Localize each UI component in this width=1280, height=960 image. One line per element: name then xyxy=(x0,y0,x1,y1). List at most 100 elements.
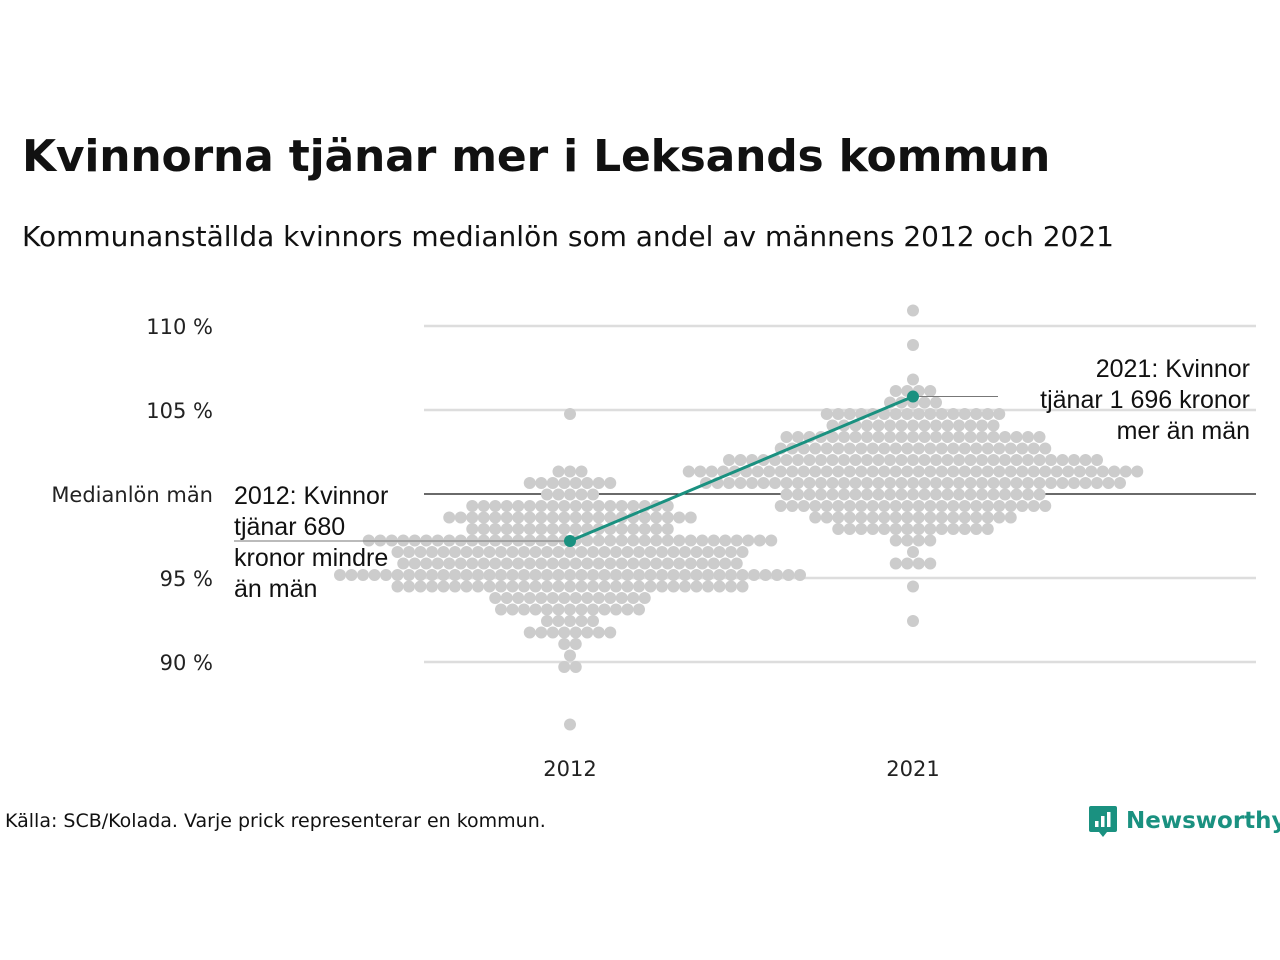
municipality-dot xyxy=(587,488,599,501)
municipality-dot xyxy=(723,477,735,489)
municipality-dot xyxy=(918,419,931,432)
municipality-dot xyxy=(861,488,873,501)
municipality-dot xyxy=(460,546,473,558)
municipality-dot xyxy=(924,385,937,397)
municipality-dot xyxy=(907,373,919,386)
municipality-dot xyxy=(627,534,640,547)
municipality-dot xyxy=(924,465,937,478)
municipality-dot xyxy=(987,431,1000,443)
municipality-dot xyxy=(1039,465,1052,478)
municipality-dot xyxy=(443,534,456,547)
municipality-dot xyxy=(500,534,513,547)
municipality-dot xyxy=(907,546,919,558)
municipality-dot xyxy=(884,477,896,489)
municipality-dot xyxy=(901,408,914,420)
y-tick-label: 110 % xyxy=(146,315,213,339)
municipality-dot xyxy=(947,408,960,420)
municipality-dot xyxy=(872,477,885,489)
municipality-dot xyxy=(650,534,663,547)
municipality-dot xyxy=(604,557,617,570)
municipality-dot xyxy=(843,465,856,478)
annotation-2012-line: tjänar 680 xyxy=(234,513,345,541)
highlight-point xyxy=(907,390,919,403)
municipality-dot xyxy=(598,569,611,581)
municipality-dot xyxy=(792,488,804,501)
municipality-dot xyxy=(650,557,663,570)
municipality-dot xyxy=(958,511,971,524)
municipality-dot xyxy=(878,511,891,524)
municipality-dot xyxy=(535,626,548,639)
municipality-dot xyxy=(861,431,873,443)
municipality-dot xyxy=(558,477,571,489)
municipality-dot xyxy=(575,546,588,558)
municipality-dot xyxy=(1068,477,1080,489)
municipality-dot xyxy=(792,431,804,443)
municipality-dot xyxy=(529,603,542,616)
municipality-dot xyxy=(861,477,873,489)
y-tick-label: 105 % xyxy=(146,399,213,423)
municipality-dot xyxy=(797,500,810,512)
municipality-dot xyxy=(1022,454,1034,466)
municipality-dot xyxy=(924,511,937,524)
municipality-dot xyxy=(935,523,948,535)
municipality-dot xyxy=(575,488,588,501)
municipality-dot xyxy=(958,442,971,455)
municipality-dot xyxy=(638,523,651,535)
municipality-dot xyxy=(832,511,845,524)
municipality-dot xyxy=(958,465,971,478)
municipality-dot xyxy=(523,523,536,535)
municipality-dot xyxy=(397,557,410,570)
municipality-dot xyxy=(947,523,960,535)
municipality-dot xyxy=(815,454,827,466)
x-tick-label: 2012 xyxy=(543,757,596,781)
municipality-dot xyxy=(679,546,691,558)
municipality-dot xyxy=(953,419,965,432)
municipality-dot xyxy=(489,557,502,570)
municipality-dot xyxy=(719,534,732,547)
municipality-dot xyxy=(500,511,513,524)
municipality-dot xyxy=(907,419,919,432)
municipality-dot xyxy=(558,500,571,512)
municipality-dot xyxy=(661,534,674,547)
municipality-dot xyxy=(861,454,873,466)
municipality-dot xyxy=(1091,477,1103,489)
municipality-dot xyxy=(953,454,965,466)
municipality-dot xyxy=(964,419,977,432)
y-tick-label: 90 % xyxy=(160,651,213,675)
chart-subtitle: Kommunanställda kvinnors medianlön som a… xyxy=(22,220,1114,253)
municipality-dot xyxy=(437,546,450,558)
municipality-dot xyxy=(872,454,885,466)
x-tick-label: 2021 xyxy=(886,757,939,781)
municipality-dot xyxy=(895,454,908,466)
municipality-dot xyxy=(558,626,571,639)
municipality-dot xyxy=(564,546,576,558)
municipality-dot xyxy=(477,534,490,547)
municipality-dot xyxy=(838,488,850,501)
municipality-dot xyxy=(1039,500,1052,512)
x-axis: 2012 2021 xyxy=(543,757,939,781)
municipality-dot xyxy=(832,442,845,455)
municipality-dot xyxy=(604,500,617,512)
municipality-dot xyxy=(736,580,749,593)
municipality-dot xyxy=(362,534,375,547)
municipality-dot xyxy=(765,534,778,547)
municipality-dot xyxy=(953,431,965,443)
municipality-dot xyxy=(849,431,862,443)
municipality-dot xyxy=(1027,442,1040,455)
municipality-dot xyxy=(569,626,582,639)
municipality-dot xyxy=(391,569,404,581)
municipality-dot xyxy=(1010,454,1023,466)
municipality-dot xyxy=(564,408,576,420)
municipality-dot xyxy=(759,569,772,581)
municipality-dot xyxy=(661,500,674,512)
dots-layer xyxy=(334,304,1144,731)
municipality-dot xyxy=(633,603,645,616)
municipality-dot xyxy=(552,546,565,558)
municipality-dot xyxy=(621,569,634,581)
municipality-dot xyxy=(1079,477,1092,489)
municipality-dot xyxy=(592,592,605,604)
municipality-dot xyxy=(884,431,896,443)
municipality-dot xyxy=(843,511,856,524)
municipality-dot xyxy=(947,511,960,524)
municipality-dot xyxy=(477,500,490,512)
